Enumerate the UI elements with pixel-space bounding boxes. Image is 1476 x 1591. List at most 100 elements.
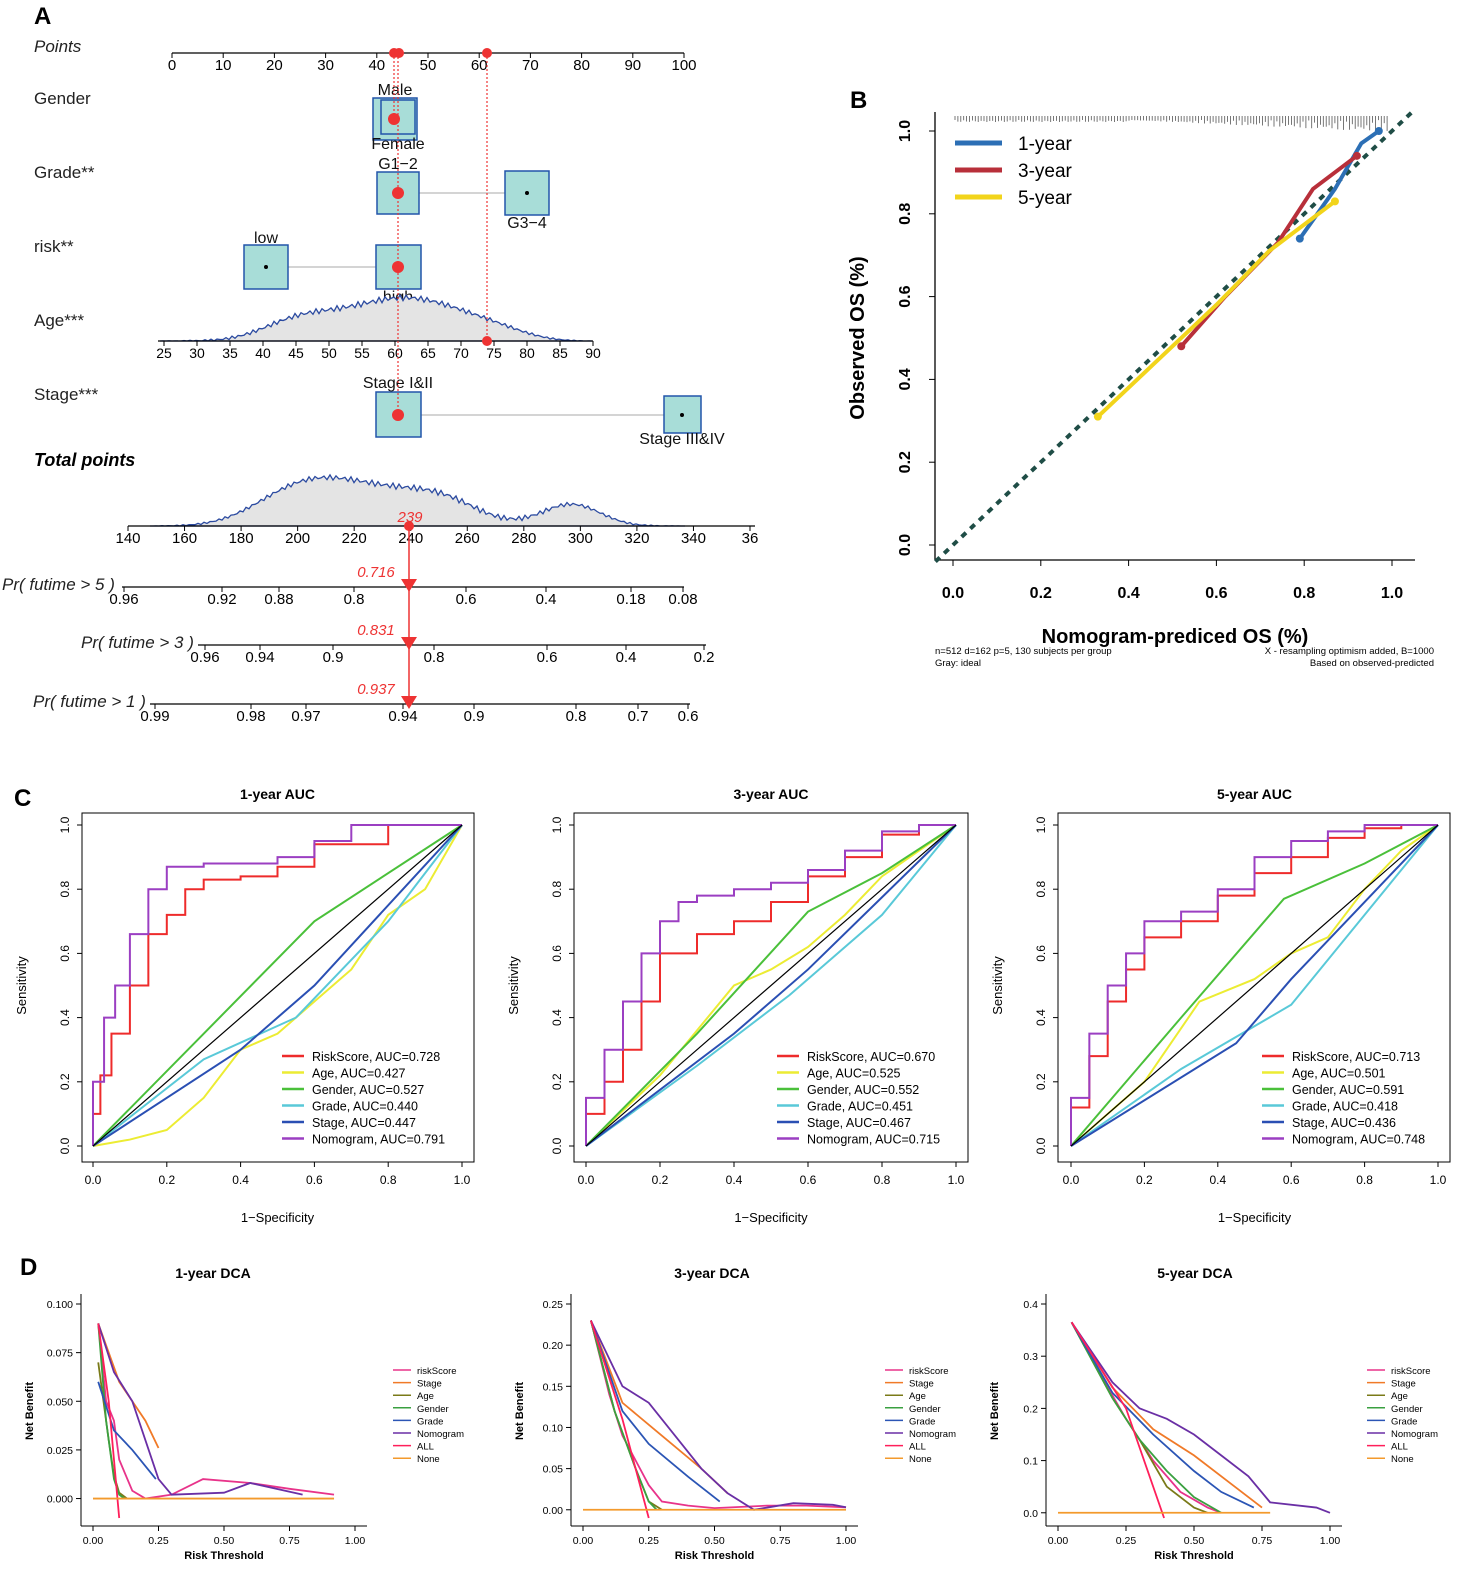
calibration-rug xyxy=(954,116,1388,132)
dca-x-tick-label: 0.50 xyxy=(704,1535,725,1547)
p1-tick-label: 0.6 xyxy=(678,708,699,725)
dca-x-label: Risk Threshold xyxy=(184,1550,263,1562)
dca-y-tick-label: 0.05 xyxy=(543,1464,564,1476)
points-tick-label: 30 xyxy=(317,57,334,74)
dca-legend-label: riskScore xyxy=(417,1366,457,1377)
calibration-ideal-line xyxy=(934,108,1416,564)
roc-x-tick-label: 0.4 xyxy=(726,1173,743,1187)
calibration-y-tick-label: 0.6 xyxy=(897,285,914,307)
age-tick-label: 70 xyxy=(453,345,469,361)
roc-curve xyxy=(585,824,956,1146)
dca-y-tick-label: 0.0 xyxy=(1023,1508,1038,1520)
age-tick-label: 30 xyxy=(189,345,205,361)
roc-y-tick-label: 1.0 xyxy=(550,816,564,833)
points-tick-label: 20 xyxy=(266,57,283,74)
age-tick-label: 65 xyxy=(420,345,436,361)
dca-x-tick-label: 0.75 xyxy=(770,1535,791,1547)
points-tick-label: 50 xyxy=(420,57,437,74)
panel-label-c: C xyxy=(14,785,31,812)
roc-x-tick-label: 0.0 xyxy=(85,1173,102,1187)
roc-x-tick-label: 0.2 xyxy=(158,1173,175,1187)
p3-tick-label: 0.6 xyxy=(537,649,558,666)
legend-label-3year: 3-year xyxy=(1018,161,1073,182)
points-tick-label: 90 xyxy=(624,57,641,74)
roc-legend-label: RiskScore, AUC=0.713 xyxy=(1292,1050,1420,1064)
p1-value-label: 0.937 xyxy=(357,681,395,698)
points-row-label: Points xyxy=(34,37,82,56)
p5-tick-label: 0.8 xyxy=(344,591,365,608)
roc-curve xyxy=(585,824,957,1147)
dca-y-label: Net Benefit xyxy=(989,1382,1001,1440)
roc-curve xyxy=(92,824,462,1146)
roc-title: 5-year AUC xyxy=(1217,786,1292,802)
dca-y-tick-label: 0.025 xyxy=(47,1445,73,1457)
dca-curve xyxy=(590,1320,650,1519)
dca-y-tick-label: 0.00 xyxy=(543,1505,564,1517)
p1-arrow xyxy=(401,696,417,709)
calibration-y-tick-label: 0.8 xyxy=(897,203,914,225)
roc-x-tick-label: 0.6 xyxy=(800,1173,817,1187)
dca-y-tick-label: 0.10 xyxy=(543,1422,564,1434)
age-tick-label: 75 xyxy=(486,345,502,361)
roc-5year-chart: 5-year AUC 0.0 0.0 0.2 0.2 0.4 0.4 0.6 0.6 0.8 0.8… xyxy=(990,786,1451,1225)
roc-x-tick-label: 0.6 xyxy=(306,1173,323,1187)
calibration-note-left-2: Gray: ideal xyxy=(935,658,981,669)
roc-curve xyxy=(1070,824,1439,1147)
calibration-point-5-year xyxy=(1330,197,1339,206)
dca-y-tick-label: 0.2 xyxy=(1023,1403,1038,1415)
panel-label-d: D xyxy=(20,1254,37,1281)
roc-y-tick-label: 0.8 xyxy=(58,881,72,898)
roc-curve xyxy=(92,824,463,1147)
gender-female-label: Female xyxy=(371,136,424,153)
roc-y-tick-label: 0.4 xyxy=(58,1009,72,1026)
dca-legend-label: Age xyxy=(909,1391,926,1402)
total-tick-label: 340 xyxy=(681,530,706,547)
roc-y-tick-label: 0.6 xyxy=(58,945,72,962)
dca-legend-label: Gender xyxy=(1391,1404,1423,1415)
calibration-x-tick-label: 0.6 xyxy=(1205,585,1227,602)
dca-x-tick-label: 0.25 xyxy=(639,1535,660,1547)
roc-y-tick-label: 0.0 xyxy=(550,1137,564,1154)
roc-curve xyxy=(92,824,463,1147)
roc-legend-label: Gender, AUC=0.552 xyxy=(807,1083,919,1097)
grade-high-dot xyxy=(525,191,529,195)
total-tick-label: 240 xyxy=(398,530,423,547)
roc-curve xyxy=(1070,824,1438,1146)
dca-curve xyxy=(1070,1321,1222,1514)
age-tick-label: 60 xyxy=(387,345,403,361)
age-tick-label: 40 xyxy=(255,345,271,361)
p1-tick-label: 0.9 xyxy=(464,708,485,725)
roc-legend-label: Gender, AUC=0.591 xyxy=(1292,1083,1404,1097)
age-row-label: Age*** xyxy=(34,311,84,330)
points-marker-2 xyxy=(394,48,404,58)
risk-row-label: risk** xyxy=(34,237,74,256)
panel-label-b: B xyxy=(850,87,867,114)
p5-value-label: 0.716 xyxy=(357,564,395,581)
dca-y-tick-label: 0.000 xyxy=(47,1494,73,1506)
points-tick-label: 0 xyxy=(168,57,176,74)
calibration-x-tick-label: 0.0 xyxy=(942,585,964,602)
risk-low-dot xyxy=(264,265,268,269)
age-tick-label: 50 xyxy=(321,345,337,361)
dca-legend-label: Stage xyxy=(909,1379,934,1390)
points-tick-label: 10 xyxy=(215,57,232,74)
dca-legend-label: Grade xyxy=(1391,1416,1417,1427)
roc-legend-label: Grade, AUC=0.451 xyxy=(807,1100,913,1114)
total-tick-label: 280 xyxy=(511,530,536,547)
p3-tick-label: 0.96 xyxy=(190,649,219,666)
roc-y-tick-label: 0.4 xyxy=(1034,1009,1048,1026)
roc-x-label: 1−Specificity xyxy=(1218,1210,1292,1225)
p3-tick-label: 0.8 xyxy=(424,649,445,666)
calibration-point-3-year xyxy=(1352,151,1361,160)
roc-x-tick-label: 0.0 xyxy=(1063,1173,1080,1187)
dca-x-tick-label: 0.00 xyxy=(1048,1535,1069,1547)
dca-x-tick-label: 0.00 xyxy=(83,1535,104,1547)
stage-high-dot xyxy=(680,413,684,417)
dca-curve xyxy=(97,1323,125,1500)
dca-x-tick-label: 0.25 xyxy=(148,1535,169,1547)
dca-curve xyxy=(590,1320,847,1511)
points-ticks: 0 10 20 30 40 50 60 70 80 90 100 xyxy=(168,53,697,74)
roc-x-tick-label: 0.8 xyxy=(1356,1173,1373,1187)
roc-x-tick-label: 0.6 xyxy=(1283,1173,1300,1187)
calibration-note-right-1: X - resampling optimism added, B=1000 xyxy=(1265,646,1434,657)
